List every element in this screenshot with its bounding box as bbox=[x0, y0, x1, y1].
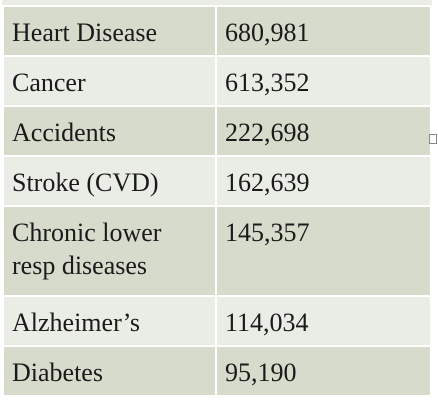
death-table: Heart Disease 680,981 Cancer 613,352 Acciden… bbox=[2, 5, 432, 397]
count-cell: 145,357 bbox=[215, 205, 432, 297]
count-cell: 222,698 bbox=[215, 105, 432, 157]
cause-cell: Alzheimer’s bbox=[2, 295, 217, 347]
count-cell: 95,190 bbox=[215, 345, 432, 397]
table-row: Stroke (CVD) 162,639 bbox=[2, 155, 432, 207]
count-cell: 114,034 bbox=[215, 295, 432, 347]
resize-handle bbox=[429, 134, 437, 144]
table-row: Alzheimer’s 114,034 bbox=[2, 295, 432, 347]
table-row: Cancer 613,352 bbox=[2, 55, 432, 107]
table-row: Heart Disease 680,981 bbox=[2, 5, 432, 57]
table-row: Diabetes 95,190 bbox=[2, 345, 432, 397]
count-cell: 162,639 bbox=[215, 155, 432, 207]
table-row: Accidents 222,698 bbox=[2, 105, 432, 157]
count-cell: 613,352 bbox=[215, 55, 432, 107]
cause-cell: Diabetes bbox=[2, 345, 217, 397]
cause-cell: Heart Disease bbox=[2, 5, 217, 57]
count-cell: 680,981 bbox=[215, 5, 432, 57]
top-strip bbox=[2, 0, 432, 5]
table-body: Heart Disease 680,981 Cancer 613,352 Acciden… bbox=[2, 5, 432, 397]
cause-cell: Chronic lower resp diseases bbox=[2, 205, 217, 297]
cause-cell: Stroke (CVD) bbox=[2, 155, 217, 207]
cause-cell: Accidents bbox=[2, 105, 217, 157]
table-row: Chronic lower resp diseases 145,357 bbox=[2, 205, 432, 297]
cause-cell: Cancer bbox=[2, 55, 217, 107]
